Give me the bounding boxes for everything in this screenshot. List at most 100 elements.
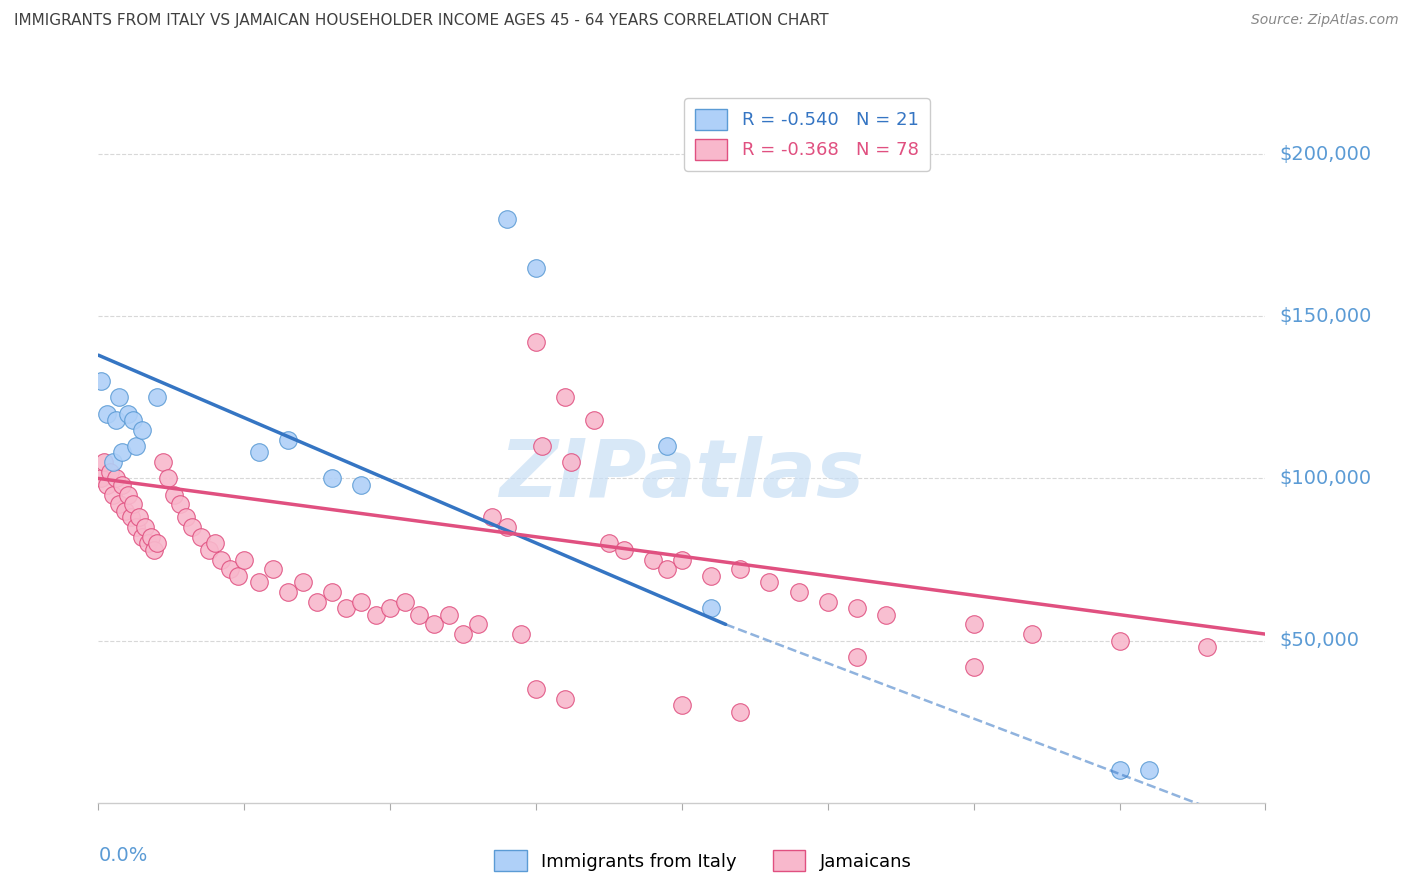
Point <box>98 465 121 479</box>
Point <box>209 552 232 566</box>
Point <box>291 575 314 590</box>
Point <box>583 413 606 427</box>
Point <box>875 607 897 622</box>
Point <box>108 497 131 511</box>
Point <box>378 601 402 615</box>
Point <box>787 585 810 599</box>
Point <box>307 595 329 609</box>
Point <box>728 562 751 576</box>
Point <box>136 536 159 550</box>
Point <box>96 478 118 492</box>
Point <box>335 601 357 615</box>
Point <box>467 617 489 632</box>
Point <box>228 568 250 582</box>
Text: $50,000: $50,000 <box>1279 632 1360 650</box>
Point <box>350 478 373 492</box>
Point <box>524 260 547 275</box>
Point <box>131 530 153 544</box>
Point <box>671 698 693 713</box>
Point <box>481 510 503 524</box>
Point <box>962 659 984 673</box>
Point <box>104 471 127 485</box>
Point <box>157 471 180 485</box>
Point <box>139 530 162 544</box>
Point <box>671 552 693 566</box>
Point <box>612 542 634 557</box>
Text: Source: ZipAtlas.com: Source: ZipAtlas.com <box>1251 13 1399 28</box>
Point <box>247 445 270 459</box>
Point <box>700 568 723 582</box>
Point <box>117 488 139 502</box>
Point <box>657 439 679 453</box>
Point <box>1108 633 1130 648</box>
Point <box>152 455 174 469</box>
Point <box>277 585 299 599</box>
Point <box>120 510 142 524</box>
Point <box>111 445 134 459</box>
Point <box>174 510 197 524</box>
Point <box>104 413 127 427</box>
Point <box>198 542 221 557</box>
Point <box>1137 764 1160 778</box>
Point <box>218 562 240 576</box>
Point <box>321 471 343 485</box>
Point <box>845 649 868 664</box>
Point <box>122 413 145 427</box>
Point <box>134 520 156 534</box>
Point <box>657 562 679 576</box>
Point <box>1021 627 1043 641</box>
Point <box>169 497 191 511</box>
Point <box>96 407 118 421</box>
Legend: R = -0.540   N = 21, R = -0.368   N = 78: R = -0.540 N = 21, R = -0.368 N = 78 <box>685 98 929 170</box>
Point <box>962 617 984 632</box>
Point <box>510 627 533 641</box>
Point <box>131 423 153 437</box>
Point <box>125 520 148 534</box>
Point <box>408 607 430 622</box>
Point <box>277 433 299 447</box>
Point <box>90 374 112 388</box>
Point <box>845 601 868 615</box>
Point <box>101 488 124 502</box>
Point <box>700 601 723 615</box>
Point <box>101 455 124 469</box>
Point <box>530 439 553 453</box>
Point <box>560 455 582 469</box>
Text: $200,000: $200,000 <box>1279 145 1371 163</box>
Point <box>262 562 284 576</box>
Point <box>204 536 226 550</box>
Point <box>758 575 780 590</box>
Point <box>598 536 620 550</box>
Point <box>108 390 131 404</box>
Text: IMMIGRANTS FROM ITALY VS JAMAICAN HOUSEHOLDER INCOME AGES 45 - 64 YEARS CORRELAT: IMMIGRANTS FROM ITALY VS JAMAICAN HOUSEH… <box>14 13 828 29</box>
Point <box>128 510 150 524</box>
Point <box>142 542 165 557</box>
Point <box>117 407 139 421</box>
Point <box>146 536 169 550</box>
Point <box>321 585 343 599</box>
Point <box>524 682 547 697</box>
Text: ZIPatlas: ZIPatlas <box>499 435 865 514</box>
Point <box>146 390 169 404</box>
Point <box>90 471 112 485</box>
Point <box>364 607 387 622</box>
Point <box>728 705 751 719</box>
Point <box>495 520 517 534</box>
Point <box>1195 640 1218 654</box>
Text: 0.0%: 0.0% <box>98 846 148 864</box>
Point <box>93 455 115 469</box>
Point <box>125 439 148 453</box>
Point <box>233 552 256 566</box>
Point <box>554 390 576 404</box>
Point <box>817 595 839 609</box>
Text: $100,000: $100,000 <box>1279 469 1371 488</box>
Point <box>163 488 186 502</box>
Legend: Immigrants from Italy, Jamaicans: Immigrants from Italy, Jamaicans <box>486 843 920 879</box>
Point <box>180 520 202 534</box>
Point <box>524 335 547 350</box>
Point <box>350 595 373 609</box>
Point <box>495 211 517 226</box>
Point <box>122 497 145 511</box>
Point <box>247 575 270 590</box>
Point <box>554 692 576 706</box>
